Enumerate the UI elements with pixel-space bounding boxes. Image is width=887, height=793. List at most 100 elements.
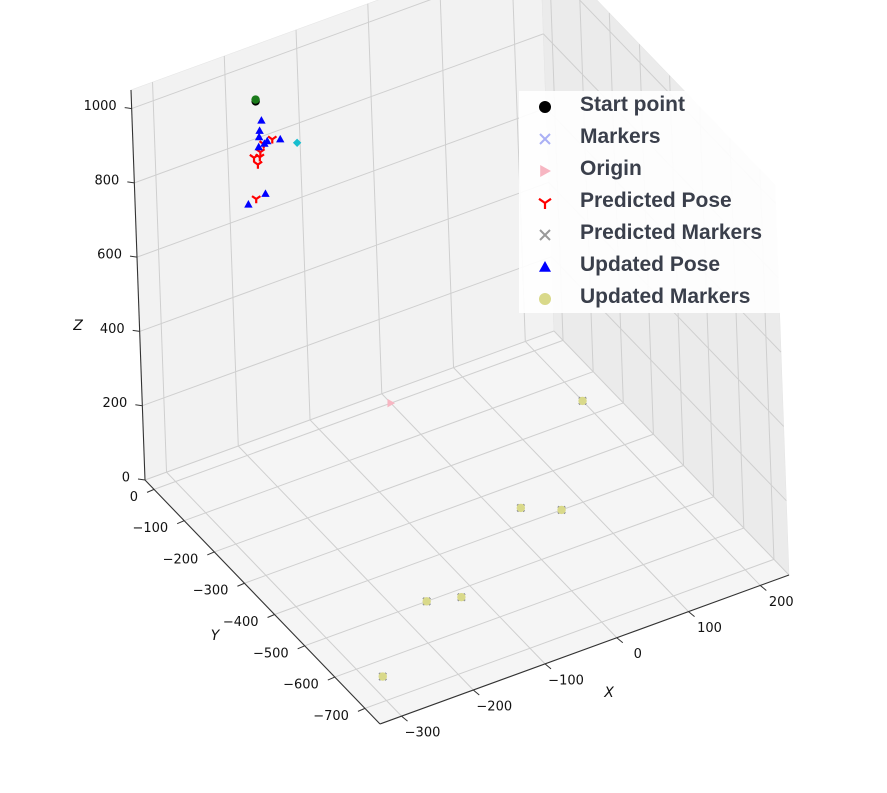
circle-icon	[539, 293, 551, 305]
grid-line	[139, 181, 549, 332]
legend-label: Predicted Markers	[580, 221, 763, 244]
grid-line	[334, 527, 744, 678]
data-point	[244, 200, 253, 208]
legend-marker	[539, 293, 551, 305]
z-tick-label: 200	[103, 396, 128, 411]
data-point	[255, 126, 264, 134]
y-axis-label: Y	[211, 628, 221, 644]
data-point	[267, 135, 278, 144]
grid-line	[304, 496, 714, 647]
y-tick-label: −300	[193, 584, 229, 599]
y-tick	[357, 707, 366, 712]
grid-line	[364, 558, 775, 709]
z-tick-label: 600	[97, 248, 122, 263]
grid-line	[244, 433, 654, 584]
grid-line	[214, 402, 624, 553]
data-point	[516, 503, 526, 513]
legend-item-predicted-pose: Predicted Pose	[519, 187, 796, 219]
legend-label: Updated Pose	[580, 253, 721, 276]
x-tick-label: −100	[548, 673, 584, 688]
z-tick	[132, 329, 140, 332]
x-tick-label: 200	[769, 595, 794, 610]
y-tick-label: −600	[283, 678, 319, 693]
grid-line	[134, 33, 544, 184]
x-tick	[544, 663, 552, 670]
grid-line	[144, 330, 555, 481]
grid-line	[223, 55, 239, 447]
y-tick-label: −400	[223, 615, 259, 630]
legend-label: Updated Markers	[580, 285, 751, 308]
data-point	[251, 95, 260, 104]
x-tick-label: 100	[697, 621, 722, 636]
y-tick	[176, 520, 185, 525]
legend-label: Predicted Pose	[580, 189, 732, 212]
data-point	[422, 597, 431, 606]
z-tick-label: 0	[122, 471, 130, 486]
legend-marker	[539, 229, 551, 241]
legend-label: Markers	[580, 125, 661, 148]
z-tick-label: 1000	[84, 99, 117, 114]
y-tick	[237, 582, 245, 587]
y-tick-label: −100	[132, 521, 168, 536]
z-tick	[137, 478, 146, 481]
data-point	[253, 160, 263, 169]
data-point	[257, 116, 266, 124]
y-tick	[297, 645, 305, 650]
legend-item-updated-markers: Updated Markers	[519, 283, 796, 315]
grid-line	[439, 0, 455, 368]
triangle-right-icon	[540, 165, 551, 177]
legend-marker	[539, 261, 551, 272]
tri-down-icon	[538, 197, 552, 209]
grid-line	[183, 371, 594, 522]
grid-line	[142, 256, 552, 407]
grid-line	[553, 330, 790, 576]
legend-item-start-point: Start point	[519, 91, 796, 123]
y-tick	[207, 551, 215, 556]
x-tick	[616, 637, 624, 644]
legend-item-markers: Markers	[519, 123, 796, 155]
y-tick-label: −700	[313, 709, 349, 724]
grid-line	[131, 0, 432, 110]
x-tick	[759, 585, 767, 591]
y-tick	[267, 614, 275, 618]
data-point	[254, 132, 264, 141]
grid-line	[136, 107, 547, 258]
legend-marker	[538, 197, 552, 209]
grid-line	[295, 29, 311, 420]
x-marker-icon	[539, 133, 551, 145]
z-tick-label: 400	[100, 322, 125, 337]
data-point	[261, 189, 270, 197]
legend-item-origin: Origin	[519, 155, 796, 187]
data-point	[254, 142, 263, 151]
data-point	[260, 139, 269, 147]
data-point	[387, 398, 396, 408]
legend-label: Start point	[580, 93, 685, 116]
grid-line	[153, 339, 564, 490]
y-tick-label: 0	[130, 490, 138, 505]
z-axis-label: Z	[72, 318, 83, 334]
x-marker-icon	[539, 229, 551, 241]
z-tick	[129, 255, 138, 258]
x-tick-label: 0	[634, 647, 642, 662]
grid-line	[274, 465, 684, 615]
legend: Start point Markers Origin Predicted Pos…	[519, 91, 796, 313]
triangle-up-icon	[539, 261, 551, 272]
x-tick	[401, 715, 408, 722]
y-tick-label: −500	[253, 646, 289, 661]
x-tick-label: −200	[476, 700, 512, 715]
data-point	[578, 396, 587, 406]
z-tick	[135, 404, 143, 407]
y-tick	[146, 488, 155, 493]
y-tick-label: −200	[163, 552, 199, 567]
data-point	[292, 138, 302, 147]
x-axis-line	[379, 574, 790, 725]
x-axis-label: X	[603, 685, 614, 701]
y-tick	[327, 676, 336, 681]
data-point	[557, 505, 566, 515]
legend-marker	[539, 101, 551, 113]
x-tick-label: −300	[405, 726, 441, 741]
legend-item-updated-pose: Updated Pose	[519, 251, 796, 283]
legend-label: Origin	[580, 157, 642, 180]
legend-item-predicted-markers: Predicted Markers	[519, 219, 796, 251]
